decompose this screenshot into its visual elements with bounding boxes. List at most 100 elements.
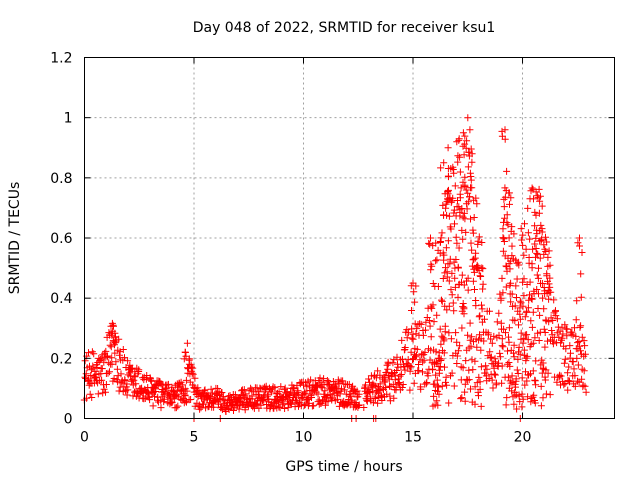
data-point bbox=[417, 385, 425, 393]
data-point bbox=[540, 325, 548, 333]
data-point bbox=[121, 354, 128, 362]
data-point bbox=[484, 331, 492, 339]
data-point bbox=[442, 373, 450, 381]
data-point bbox=[214, 385, 222, 392]
data-point bbox=[177, 395, 185, 403]
data-point bbox=[526, 291, 533, 299]
data-point bbox=[437, 355, 445, 363]
data-point bbox=[497, 294, 505, 302]
data-point bbox=[508, 387, 516, 395]
data-point bbox=[526, 235, 534, 243]
data-point bbox=[412, 282, 420, 290]
data-point bbox=[100, 358, 108, 366]
data-point bbox=[104, 352, 111, 360]
data-point bbox=[454, 347, 462, 355]
data-point bbox=[181, 349, 189, 356]
data-point bbox=[106, 341, 114, 349]
data-point bbox=[321, 387, 329, 395]
data-point bbox=[508, 252, 516, 260]
data-point bbox=[550, 296, 558, 304]
data-point bbox=[462, 186, 470, 194]
data-point bbox=[577, 322, 585, 330]
data-point bbox=[287, 400, 295, 408]
data-point bbox=[112, 358, 120, 366]
data-point bbox=[536, 237, 544, 245]
data-point bbox=[179, 381, 187, 389]
y-tick-label: 0.4 bbox=[50, 291, 72, 307]
data-point bbox=[397, 371, 405, 378]
data-point bbox=[467, 173, 475, 180]
data-point bbox=[183, 387, 191, 395]
data-point bbox=[287, 388, 295, 396]
data-point bbox=[498, 132, 506, 140]
data-point bbox=[579, 381, 587, 389]
data-point bbox=[473, 343, 481, 351]
data-point bbox=[412, 353, 419, 361]
data-point bbox=[248, 395, 256, 403]
data-point bbox=[449, 299, 457, 307]
data-point bbox=[466, 193, 474, 201]
data-point bbox=[341, 386, 349, 394]
data-point bbox=[86, 390, 94, 398]
data-point bbox=[230, 407, 237, 414]
data-point bbox=[181, 391, 189, 399]
data-point bbox=[455, 244, 463, 252]
data-point bbox=[85, 349, 92, 357]
data-point bbox=[563, 325, 571, 333]
data-point bbox=[541, 329, 549, 336]
data-point bbox=[574, 239, 582, 247]
data-point bbox=[487, 353, 495, 361]
data-point bbox=[524, 204, 532, 212]
data-point bbox=[91, 367, 99, 375]
data-point bbox=[470, 268, 478, 276]
data-point bbox=[460, 281, 468, 289]
data-point bbox=[425, 317, 433, 324]
data-point bbox=[511, 317, 519, 325]
data-point bbox=[124, 357, 132, 365]
data-point bbox=[531, 376, 539, 384]
data-point bbox=[495, 309, 503, 317]
data-point bbox=[545, 295, 553, 303]
data-point bbox=[216, 394, 224, 402]
data-point bbox=[411, 298, 419, 306]
axis-ticks: 0 5 10 15 20 0 0.2 0.4 0.6 0.8 1 1.2 bbox=[50, 51, 615, 446]
data-point bbox=[459, 142, 467, 150]
data-point bbox=[461, 380, 469, 388]
data-point bbox=[172, 404, 180, 412]
data-point bbox=[478, 301, 485, 309]
data-point bbox=[510, 353, 518, 361]
data-point bbox=[463, 376, 471, 384]
data-point bbox=[537, 382, 545, 390]
data-point bbox=[458, 226, 466, 234]
data-point bbox=[406, 367, 414, 375]
data-point bbox=[157, 404, 165, 412]
data-point bbox=[537, 221, 545, 229]
data-point bbox=[453, 338, 461, 346]
data-point bbox=[461, 132, 469, 140]
data-point bbox=[529, 308, 537, 316]
data-point bbox=[580, 337, 588, 345]
data-point bbox=[408, 307, 415, 314]
data-point bbox=[296, 398, 304, 406]
data-point bbox=[527, 295, 535, 302]
chart-title: Day 048 of 2022, SRMTID for receiver ksu… bbox=[193, 20, 496, 36]
data-point bbox=[235, 405, 243, 413]
data-point bbox=[503, 211, 511, 219]
data-point bbox=[455, 203, 463, 211]
data-point bbox=[294, 387, 302, 395]
data-point bbox=[440, 211, 447, 219]
data-point bbox=[200, 387, 208, 395]
data-point bbox=[147, 376, 155, 384]
data-point bbox=[449, 194, 457, 202]
data-point bbox=[444, 172, 452, 180]
data-point bbox=[535, 264, 542, 272]
data-point bbox=[523, 331, 531, 339]
data-point bbox=[516, 350, 524, 358]
data-point bbox=[439, 275, 447, 282]
data-point bbox=[310, 402, 318, 410]
data-point bbox=[320, 375, 328, 383]
data-point bbox=[440, 335, 448, 343]
data-point bbox=[540, 305, 548, 313]
data-point bbox=[119, 346, 127, 353]
data-point bbox=[418, 350, 426, 358]
